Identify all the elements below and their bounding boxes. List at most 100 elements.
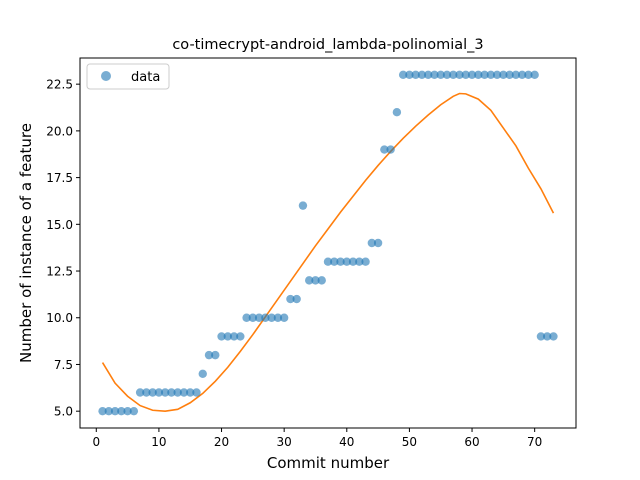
x-tick-label: 50 <box>402 435 417 449</box>
data-point <box>461 70 470 80</box>
data-point <box>135 388 145 397</box>
data-point <box>311 276 320 285</box>
data-point <box>467 70 477 80</box>
data-point <box>330 257 339 266</box>
x-tick-label: 10 <box>151 435 166 449</box>
data-point <box>367 238 377 248</box>
y-axis-ticks: 5.0 7.5 10.0 12.5 15.0 17.5 20.0 22.5 <box>46 78 80 419</box>
data-point <box>204 350 214 360</box>
y-tick-label: 17.5 <box>46 171 73 185</box>
data-point <box>305 276 314 285</box>
data-point <box>411 70 420 80</box>
data-point <box>449 70 458 80</box>
x-tick-label: 20 <box>214 435 229 449</box>
data-point <box>405 70 414 80</box>
data-point <box>424 70 433 80</box>
data-point <box>298 201 308 210</box>
data-point <box>323 257 333 266</box>
chart-title: co-timecrypt-android_lambda-polinomial_3 <box>172 37 483 53</box>
data-point <box>173 388 182 397</box>
data-point <box>436 70 445 80</box>
data-point <box>442 70 452 80</box>
data-point <box>455 70 464 80</box>
data-point <box>336 257 345 266</box>
data-point <box>179 388 189 397</box>
data-point <box>160 388 170 397</box>
data-point <box>505 70 514 80</box>
data-point <box>279 313 289 322</box>
data-point <box>98 406 107 416</box>
data-point <box>530 70 539 80</box>
data-point <box>192 388 201 397</box>
data-point <box>148 388 157 397</box>
data-point <box>236 332 245 341</box>
data-point <box>474 70 483 80</box>
data-point <box>386 145 395 154</box>
data-point <box>217 332 226 341</box>
data-point <box>317 276 326 285</box>
data-point <box>211 350 220 360</box>
fit-curve-line <box>101 92 555 412</box>
data-point <box>480 70 489 80</box>
x-axis-ticks: 0 10 20 30 40 50 60 70 <box>92 428 542 449</box>
data-point <box>123 406 132 416</box>
data-point <box>536 332 546 341</box>
data-point <box>361 257 370 266</box>
data-point <box>524 70 533 80</box>
data-point <box>254 313 264 322</box>
data-point <box>511 70 521 80</box>
x-tick-label: 60 <box>464 435 479 449</box>
data-point <box>242 313 251 322</box>
data-point <box>542 332 552 341</box>
x-tick-label: 40 <box>339 435 354 449</box>
data-point <box>117 406 126 416</box>
data-point <box>492 70 502 80</box>
data-point <box>292 294 301 304</box>
data-point <box>348 257 358 266</box>
data-point <box>373 238 383 248</box>
data-point <box>430 70 439 80</box>
data-point <box>286 294 295 304</box>
data-point <box>398 70 408 80</box>
x-tick-label: 70 <box>527 435 542 449</box>
data-point <box>248 313 258 322</box>
data-point <box>104 406 114 416</box>
data-point <box>355 257 364 266</box>
legend-entry-data: data <box>131 70 160 85</box>
data-point <box>267 313 276 322</box>
x-tick-label: 0 <box>92 435 100 449</box>
data-point <box>261 313 270 322</box>
y-tick-label: 22.5 <box>46 78 73 92</box>
data-point <box>229 332 239 341</box>
data-point <box>549 332 558 341</box>
data-point <box>110 406 120 416</box>
y-tick-label: 20.0 <box>46 124 73 138</box>
x-axis-label: Commit number <box>267 454 390 472</box>
y-tick-label: 5.0 <box>54 405 73 419</box>
legend-box <box>86 63 170 90</box>
y-tick-label: 12.5 <box>46 265 73 279</box>
y-tick-label: 7.5 <box>54 358 73 372</box>
data-point <box>223 332 232 341</box>
data-point <box>167 388 176 397</box>
x-tick-label: 30 <box>277 435 292 449</box>
data-point <box>342 257 351 266</box>
plot-area: 0 10 20 30 40 50 60 70 5.0 7.5 10.0 12.5 15.0 17.5 20… <box>46 57 577 449</box>
y-axis-label: Number of instance of a feature <box>17 123 35 363</box>
data-point <box>273 313 283 322</box>
data-point <box>417 70 427 80</box>
legend-marker <box>101 71 111 81</box>
data-point <box>198 369 207 379</box>
data-point <box>392 107 402 117</box>
y-tick-label: 15.0 <box>46 218 73 232</box>
y-tick-label: 10.0 <box>46 311 73 325</box>
data-point <box>186 388 195 397</box>
data-point <box>154 388 164 397</box>
legend: data <box>86 63 170 90</box>
data-point <box>499 70 508 80</box>
axes-frame <box>79 57 577 429</box>
data-point <box>142 388 151 397</box>
data-point <box>129 406 139 416</box>
data-points <box>98 70 558 416</box>
